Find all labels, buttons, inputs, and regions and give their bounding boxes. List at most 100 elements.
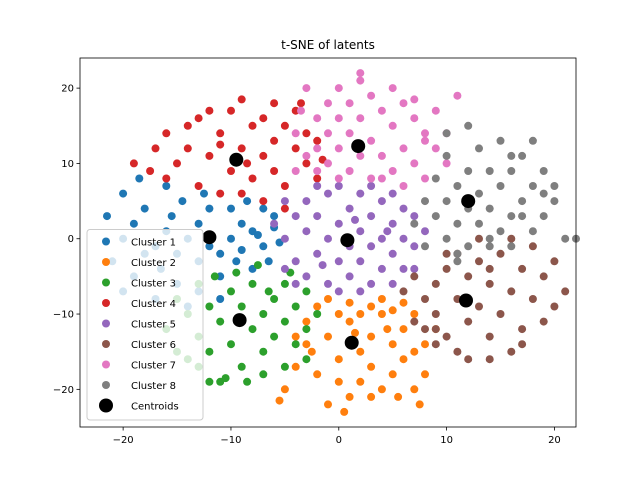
data-point	[415, 400, 424, 409]
plot-frame	[79, 57, 577, 428]
data-point	[291, 279, 300, 288]
legend-label: Cluster 6	[131, 340, 176, 351]
data-point	[356, 189, 365, 198]
data-point	[442, 197, 451, 206]
data-point	[259, 310, 268, 318]
series-cluster-4	[129, 95, 327, 213]
data-point	[227, 340, 235, 349]
data-point	[464, 242, 473, 251]
data-point	[302, 355, 311, 364]
legend-marker	[99, 398, 113, 413]
data-point	[280, 385, 289, 394]
data-point	[345, 317, 354, 326]
legend-label: Cluster 3	[131, 279, 176, 290]
data-point	[399, 264, 408, 273]
centroid-point	[232, 313, 247, 328]
data-point	[227, 106, 235, 115]
data-point	[351, 215, 359, 224]
data-point	[442, 332, 451, 341]
data-point	[388, 306, 397, 315]
data-point	[313, 174, 322, 183]
data-point	[356, 151, 365, 160]
data-point	[313, 302, 322, 311]
data-point	[307, 347, 316, 356]
x-tick-label: −20	[113, 435, 134, 446]
data-point	[485, 234, 494, 243]
data-point	[496, 310, 505, 318]
legend-marker	[102, 319, 110, 328]
data-point	[496, 182, 505, 190]
data-point	[313, 212, 322, 221]
data-point	[399, 234, 408, 243]
data-point	[442, 249, 451, 258]
data-point	[216, 129, 225, 138]
data-point	[475, 257, 483, 266]
data-point	[399, 182, 408, 190]
data-point	[356, 76, 365, 85]
data-point	[453, 347, 462, 356]
data-point	[507, 212, 516, 221]
data-point	[324, 295, 332, 303]
data-point	[227, 234, 235, 243]
data-point	[550, 197, 559, 206]
data-point	[297, 106, 305, 115]
data-point	[377, 197, 386, 206]
data-point	[399, 325, 408, 334]
data-point	[280, 121, 289, 130]
data-point	[334, 219, 343, 228]
data-point	[259, 151, 268, 160]
legend-label: Cluster 1	[131, 238, 176, 249]
data-point	[243, 159, 252, 168]
y-tick-label: −20	[53, 385, 74, 396]
data-point	[253, 231, 262, 239]
x-tick-label: 20	[548, 435, 561, 446]
data-point	[431, 325, 440, 334]
data-point	[280, 197, 289, 206]
centroid-point	[351, 139, 366, 154]
data-point	[162, 129, 171, 138]
data-point	[539, 167, 548, 175]
data-point	[291, 212, 300, 221]
legend-marker	[102, 299, 110, 307]
data-point	[334, 182, 343, 190]
data-point	[475, 189, 483, 198]
data-point	[324, 159, 332, 168]
data-point	[243, 377, 252, 386]
data-point	[383, 227, 392, 236]
data-point	[302, 151, 311, 160]
data-point	[367, 362, 376, 371]
data-point	[399, 144, 408, 153]
data-point	[227, 287, 235, 296]
data-point	[518, 197, 527, 206]
data-point	[313, 144, 322, 153]
data-point	[518, 212, 527, 221]
data-point	[248, 121, 257, 130]
data-point	[464, 317, 473, 326]
data-point	[453, 249, 462, 258]
data-point	[183, 144, 192, 153]
data-point	[194, 219, 203, 228]
data-point	[146, 167, 155, 175]
centroid-point	[459, 293, 473, 308]
data-point	[351, 328, 359, 337]
data-point	[259, 197, 268, 206]
data-point	[345, 167, 354, 175]
data-point	[442, 159, 451, 168]
data-point	[485, 355, 494, 364]
data-point	[205, 204, 214, 213]
data-point	[210, 272, 219, 281]
data-point	[410, 114, 419, 123]
data-point	[205, 302, 214, 311]
series-cluster-7	[291, 69, 462, 190]
data-point	[205, 106, 214, 115]
data-point	[237, 144, 246, 153]
data-point	[103, 212, 111, 221]
data-point	[464, 355, 473, 364]
data-point	[183, 121, 192, 130]
data-point	[324, 189, 332, 198]
data-point	[431, 310, 440, 318]
data-point	[442, 129, 451, 138]
legend-box	[86, 229, 204, 421]
legend-marker	[102, 381, 110, 389]
data-point	[399, 355, 408, 364]
